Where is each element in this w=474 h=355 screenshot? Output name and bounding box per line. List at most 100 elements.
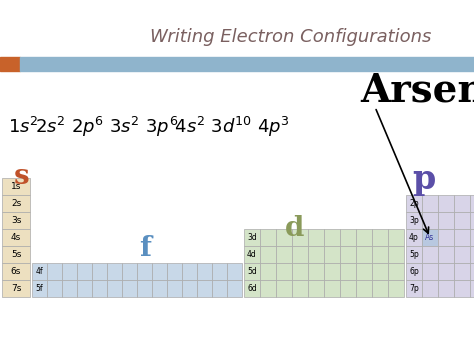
Bar <box>438 246 454 263</box>
Bar <box>406 263 422 280</box>
Text: s: s <box>14 163 29 190</box>
Bar <box>292 263 308 280</box>
Bar <box>470 263 474 280</box>
Bar <box>372 229 388 246</box>
Bar <box>422 212 438 229</box>
Bar <box>356 229 372 246</box>
Bar <box>438 212 454 229</box>
Bar <box>244 246 260 263</box>
Bar <box>324 263 340 280</box>
Text: 3s: 3s <box>11 216 21 225</box>
Bar <box>260 263 276 280</box>
Bar <box>122 280 137 297</box>
Bar <box>372 246 388 263</box>
Bar <box>182 280 197 297</box>
Text: 5s: 5s <box>11 250 21 259</box>
Bar <box>324 246 340 263</box>
Text: 4s: 4s <box>11 233 21 242</box>
Bar <box>388 229 404 246</box>
Bar <box>388 246 404 263</box>
Bar <box>92 280 107 297</box>
Bar <box>77 263 92 280</box>
Bar <box>182 263 197 280</box>
Bar <box>372 280 388 297</box>
Bar <box>167 280 182 297</box>
Bar <box>438 263 454 280</box>
Bar <box>292 229 308 246</box>
Bar <box>62 280 77 297</box>
Bar <box>454 246 470 263</box>
Bar <box>92 263 107 280</box>
Bar <box>340 246 356 263</box>
Bar <box>422 195 438 212</box>
Bar <box>137 280 152 297</box>
Text: 4f: 4f <box>36 267 43 276</box>
Bar <box>62 263 77 280</box>
Bar <box>244 229 260 246</box>
Bar <box>406 195 422 212</box>
Bar <box>438 280 454 297</box>
Text: 1s: 1s <box>11 182 21 191</box>
Text: 5d: 5d <box>247 267 257 276</box>
Bar <box>340 280 356 297</box>
Bar <box>107 280 122 297</box>
Text: f: f <box>139 235 151 262</box>
Bar <box>227 280 242 297</box>
Bar <box>308 229 324 246</box>
Bar <box>388 263 404 280</box>
Bar <box>276 229 292 246</box>
Bar <box>324 229 340 246</box>
Bar <box>47 280 62 297</box>
Bar <box>244 263 260 280</box>
Bar <box>422 246 438 263</box>
Bar <box>406 280 422 297</box>
Text: 2s: 2s <box>11 199 21 208</box>
Bar <box>340 263 356 280</box>
Bar <box>20 57 474 71</box>
Bar <box>77 280 92 297</box>
Bar <box>32 280 47 297</box>
Bar <box>454 195 470 212</box>
Text: 4d: 4d <box>247 250 257 259</box>
Bar <box>454 263 470 280</box>
Bar <box>422 263 438 280</box>
Bar <box>197 263 212 280</box>
Bar <box>422 280 438 297</box>
Bar <box>356 263 372 280</box>
Bar <box>422 229 438 246</box>
Text: 6d: 6d <box>247 284 257 293</box>
Bar <box>2 263 30 280</box>
Bar <box>2 229 30 246</box>
Text: 7s: 7s <box>11 284 21 293</box>
Bar <box>197 280 212 297</box>
Bar <box>470 212 474 229</box>
Bar <box>2 178 30 195</box>
Bar <box>470 195 474 212</box>
Text: 6s: 6s <box>11 267 21 276</box>
Bar <box>324 280 340 297</box>
Text: p: p <box>412 163 435 196</box>
Bar <box>107 263 122 280</box>
Bar <box>137 263 152 280</box>
Bar <box>2 212 30 229</box>
Bar <box>308 263 324 280</box>
Bar <box>276 263 292 280</box>
Bar <box>2 246 30 263</box>
Bar <box>152 280 167 297</box>
Bar <box>32 263 47 280</box>
Bar <box>260 280 276 297</box>
Text: 4p: 4p <box>409 233 419 242</box>
Bar <box>292 246 308 263</box>
Bar <box>406 229 422 246</box>
Bar <box>2 195 30 212</box>
Bar <box>244 280 260 297</box>
Text: 2p: 2p <box>409 199 419 208</box>
Bar <box>454 280 470 297</box>
Bar <box>308 280 324 297</box>
Bar <box>276 246 292 263</box>
Bar <box>406 212 422 229</box>
Bar <box>406 246 422 263</box>
Bar <box>2 280 30 297</box>
Bar <box>438 195 454 212</box>
Bar <box>470 229 474 246</box>
